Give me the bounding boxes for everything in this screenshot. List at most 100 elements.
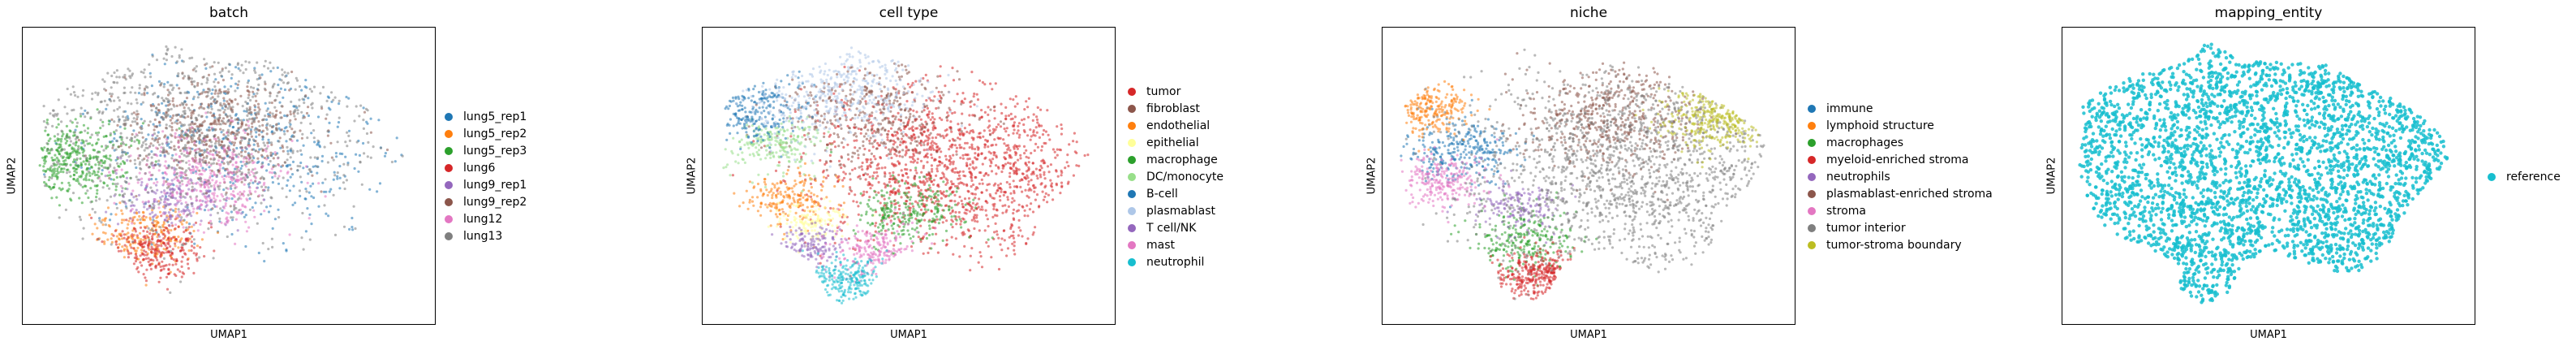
data-point xyxy=(919,132,923,135)
data-point xyxy=(1032,231,1035,234)
data-point xyxy=(824,162,827,166)
data-point xyxy=(341,152,344,156)
data-point xyxy=(867,181,871,184)
data-point xyxy=(950,143,953,146)
data-point xyxy=(153,251,157,254)
data-point xyxy=(252,162,255,165)
data-point xyxy=(130,102,133,106)
data-point xyxy=(157,96,160,99)
data-point xyxy=(951,226,954,229)
data-point xyxy=(127,240,131,244)
data-point xyxy=(243,215,246,218)
data-point xyxy=(319,92,322,95)
data-point xyxy=(1023,152,1026,155)
data-point xyxy=(192,95,196,98)
data-point xyxy=(863,67,867,71)
data-point xyxy=(171,99,174,102)
data-point xyxy=(908,127,911,131)
data-point xyxy=(66,112,69,115)
data-point xyxy=(220,157,223,160)
data-point xyxy=(351,228,355,231)
data-point xyxy=(153,214,156,218)
data-point xyxy=(926,173,929,177)
data-point xyxy=(237,118,240,121)
data-point xyxy=(935,167,939,171)
data-point xyxy=(204,135,207,138)
data-point xyxy=(1031,210,1035,214)
data-point xyxy=(234,153,239,157)
data-point xyxy=(945,204,948,207)
data-point xyxy=(158,196,162,199)
data-point xyxy=(355,153,358,156)
data-point xyxy=(925,104,929,107)
data-point xyxy=(139,254,142,257)
data-point xyxy=(995,164,998,167)
data-point xyxy=(140,132,144,135)
data-point xyxy=(174,121,177,124)
data-point xyxy=(192,271,196,274)
data-point xyxy=(283,132,286,136)
data-point xyxy=(369,117,372,120)
data-point xyxy=(47,139,50,143)
data-point xyxy=(1007,114,1011,117)
data-point xyxy=(976,145,979,149)
data-point xyxy=(931,167,934,171)
data-point xyxy=(77,147,80,150)
data-point xyxy=(195,188,198,192)
data-point xyxy=(312,136,316,140)
data-point xyxy=(135,234,139,237)
data-point xyxy=(843,101,846,104)
data-point xyxy=(172,86,175,89)
data-point xyxy=(207,209,210,212)
data-point xyxy=(227,102,230,106)
data-point xyxy=(120,209,123,212)
data-point xyxy=(994,82,997,85)
data-point xyxy=(1006,162,1010,165)
data-point xyxy=(338,102,341,106)
data-point xyxy=(987,106,990,109)
data-point xyxy=(81,185,84,188)
data-point xyxy=(355,140,359,144)
data-point xyxy=(928,186,931,189)
data-point xyxy=(183,123,186,127)
data-point xyxy=(88,136,92,139)
data-point xyxy=(951,67,954,70)
data-point xyxy=(336,177,339,180)
data-point xyxy=(206,200,209,203)
data-point xyxy=(911,91,914,94)
data-point xyxy=(275,94,279,97)
data-point xyxy=(945,165,948,169)
data-point xyxy=(401,154,404,158)
data-point xyxy=(180,190,183,193)
data-point xyxy=(998,195,1002,198)
data-point xyxy=(144,188,148,192)
data-point xyxy=(247,137,251,141)
data-point xyxy=(200,203,203,206)
data-point xyxy=(939,65,942,68)
data-point xyxy=(218,109,221,112)
data-point xyxy=(173,172,176,175)
data-point xyxy=(922,130,926,133)
data-point xyxy=(149,240,153,244)
data-point xyxy=(166,178,169,181)
data-point xyxy=(950,218,953,222)
data-point xyxy=(1026,194,1029,197)
data-point xyxy=(919,224,922,227)
data-point xyxy=(174,197,177,200)
data-point xyxy=(891,133,894,136)
data-point xyxy=(187,223,191,226)
data-point xyxy=(1000,111,1004,115)
data-point xyxy=(1009,227,1013,231)
data-point xyxy=(188,231,191,235)
data-point xyxy=(167,267,170,270)
data-point xyxy=(1027,179,1030,184)
data-point xyxy=(182,102,185,106)
data-point xyxy=(230,99,233,102)
data-point xyxy=(867,128,870,132)
data-point xyxy=(175,114,178,117)
data-point xyxy=(43,162,46,165)
data-point xyxy=(312,85,316,89)
data-point xyxy=(150,150,153,153)
data-point xyxy=(220,221,223,224)
data-point xyxy=(148,206,151,210)
